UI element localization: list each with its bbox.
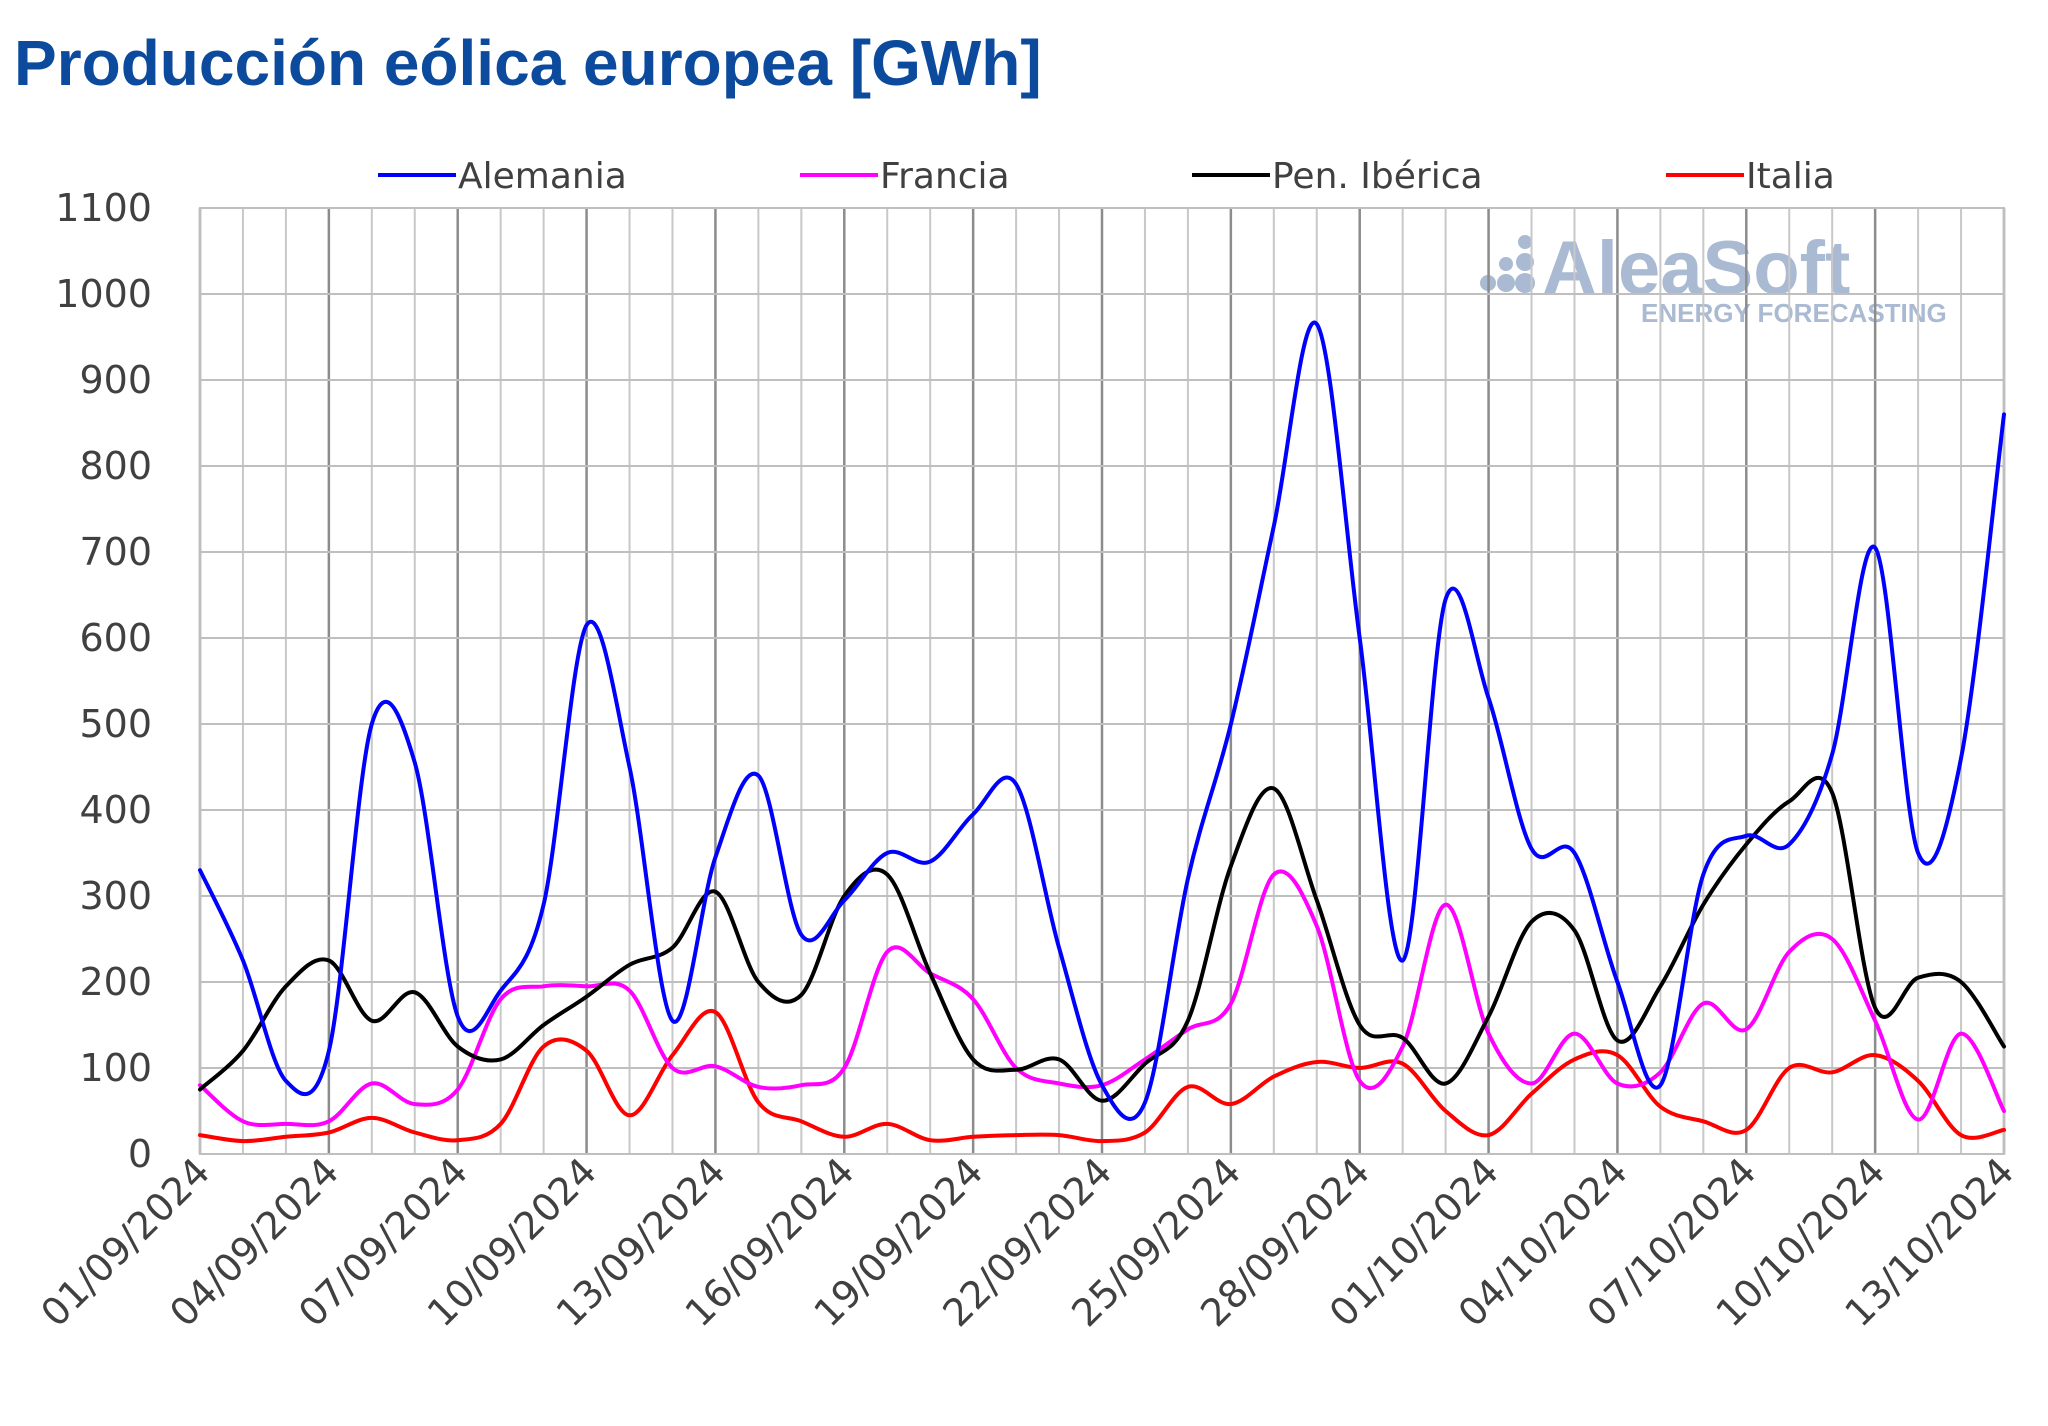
y-tick-label: 500 [79, 702, 152, 746]
y-tick-label: 1100 [55, 186, 152, 230]
series-line-pen-ib-rica [198, 775, 2006, 1103]
y-tick-label: 600 [79, 616, 152, 660]
x-axis-ticks: 01/09/202404/09/202407/09/202410/09/2024… [32, 1149, 2022, 1335]
legend-label-pen-ib-rica: Pen. Ibérica [1272, 156, 1483, 197]
series-line-francia [198, 869, 2006, 1128]
y-tick-label: 700 [79, 530, 152, 574]
aleasoft-logo: AleaSoft ENERGY FORECASTING [1480, 226, 1947, 328]
grid [198, 207, 2006, 1155]
legend: Alemania Francia Pen. Ibérica Italia [378, 156, 1835, 197]
legend-label-francia: Francia [880, 156, 1010, 197]
logo-dot [1499, 257, 1513, 271]
y-tick-label: 100 [79, 1046, 152, 1090]
logo-dot [1497, 274, 1515, 292]
logo-tagline: ENERGY FORECASTING [1641, 298, 1947, 328]
y-tick-label: 400 [79, 788, 152, 832]
y-tick-label: 300 [79, 874, 152, 918]
logo-dot [1518, 235, 1532, 249]
chart-title: Producción eólica europea [GWh] [14, 27, 1042, 99]
logo-dot [1516, 253, 1534, 271]
logo-wordmark: AleaSoft [1542, 226, 1850, 311]
y-axis-ticks: 0 100 200 300 400 500 600 700 800 900 1000 1100 [55, 186, 152, 1176]
legend-label-italia: Italia [1746, 156, 1835, 197]
legend-label-alemania: Alemania [458, 156, 627, 197]
y-tick-label: 800 [79, 444, 152, 488]
y-tick-label: 900 [79, 358, 152, 402]
y-tick-label: 1000 [55, 272, 152, 316]
y-tick-label: 0 [128, 1132, 152, 1176]
series-line-italia [198, 1008, 2006, 1144]
y-tick-label: 200 [79, 960, 152, 1004]
series-line-alemania [198, 320, 2006, 1121]
logo-dot [1515, 273, 1535, 293]
plot-area-border [199, 207, 2005, 1155]
series-lines [198, 320, 2006, 1144]
